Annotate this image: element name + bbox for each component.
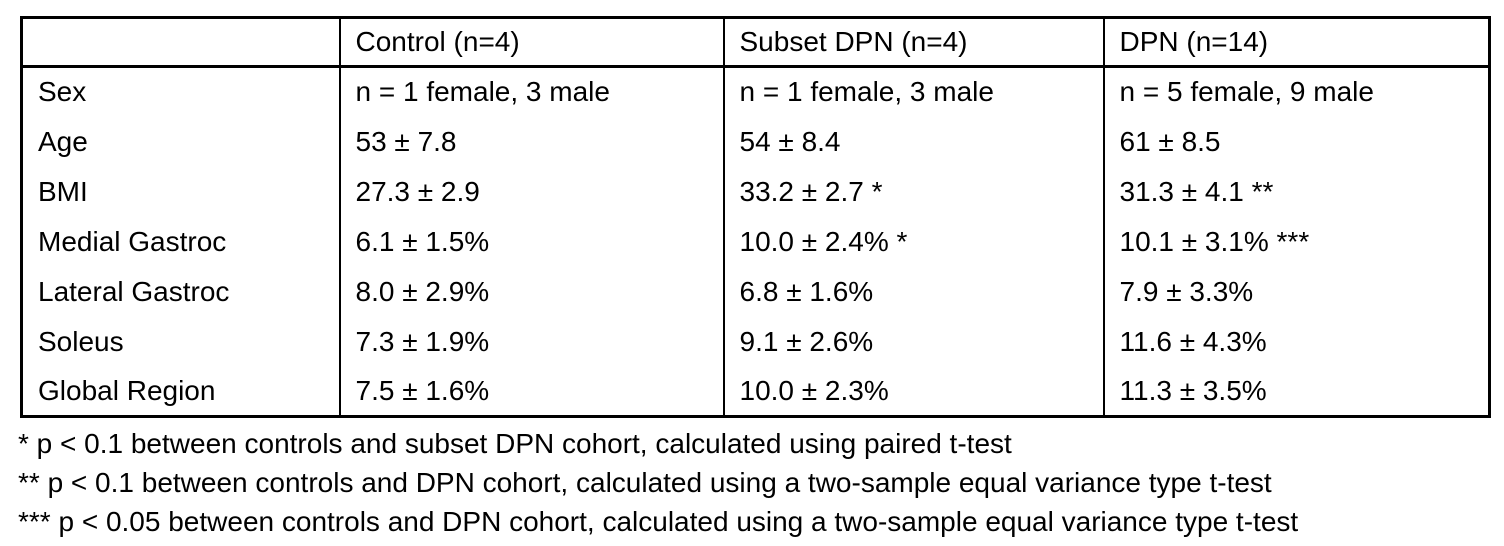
cell-value: 10.1 ± 3.1% ***	[1102, 216, 1490, 267]
cell-value: 6.8 ± 1.6%	[722, 266, 1104, 317]
cell-value: 6.1 ± 1.5%	[338, 216, 724, 267]
header-empty	[21, 17, 340, 68]
cell-value: 10.0 ± 2.4% *	[722, 216, 1104, 267]
cell-value: 7.3 ± 1.9%	[338, 316, 724, 367]
cell-value: 7.9 ± 3.3%	[1102, 266, 1490, 317]
row-label: Age	[38, 125, 88, 157]
table-row-lateral-gastroc: Lateral Gastroc 8.0 ± 2.9% 6.8 ± 1.6% 7.…	[22, 266, 1490, 317]
table-row-sex: Sex n = 1 female, 3 male n = 1 female, 3…	[22, 66, 1490, 117]
header-control: Control (n=4)	[338, 17, 724, 68]
cell-value: 53 ± 7.8	[338, 116, 724, 167]
table-row-age: Age 53 ± 7.8 54 ± 8.4 61 ± 8.5	[22, 116, 1490, 167]
row-label: Medial Gastroc	[38, 225, 227, 257]
cell-value: 8.0 ± 2.9%	[338, 266, 724, 317]
table-row-global-region: Global Region 7.5 ± 1.6% 10.0 ± 2.3% 11.…	[22, 366, 1490, 417]
cell-value: 61 ± 8.5	[1102, 116, 1490, 167]
table-row-bmi: BMI 27.3 ± 2.9 33.2 ± 2.7 * 31.3 ± 4.1 *…	[22, 166, 1490, 217]
cell-value: 10.0 ± 2.3%	[722, 366, 1104, 417]
header-row: Control (n=4) Subset DPN (n=4) DPN (n=14…	[21, 17, 1490, 68]
cell-value: 33.2 ± 2.7 *	[722, 166, 1104, 217]
cell-value: 31.3 ± 4.1 **	[1102, 166, 1490, 217]
header-subset-dpn: Subset DPN (n=4)	[722, 17, 1104, 68]
row-label: Soleus	[38, 325, 124, 357]
cohort-comparison-table: Control (n=4) Subset DPN (n=4) DPN (n=14…	[20, 16, 1491, 418]
cell-value: n = 5 female, 9 male	[1102, 66, 1490, 117]
table-row-medial-gastroc: Medial Gastroc 6.1 ± 1.5% 10.0 ± 2.4% * …	[22, 216, 1490, 267]
table-row-soleus: Soleus 7.3 ± 1.9% 9.1 ± 2.6% 11.6 ± 4.3%	[22, 316, 1490, 367]
footnote-triple-asterisk: *** p < 0.05 between controls and DPN co…	[18, 506, 1299, 537]
footnote-double-asterisk: ** p < 0.1 between controls and DPN coho…	[18, 467, 1272, 498]
row-label: BMI	[38, 175, 88, 207]
footnote-single-asterisk: * p < 0.1 between controls and subset DP…	[18, 428, 1012, 459]
cell-value: 7.5 ± 1.6%	[338, 366, 724, 417]
cell-value: 54 ± 8.4	[722, 116, 1104, 167]
cell-value: 11.6 ± 4.3%	[1102, 316, 1490, 367]
cell-value: n = 1 female, 3 male	[722, 66, 1104, 117]
cell-value: n = 1 female, 3 male	[338, 66, 724, 117]
footnotes-block: * p < 0.1 between controls and subset DP…	[18, 424, 1498, 541]
cell-value: 27.3 ± 2.9	[338, 166, 724, 217]
cell-value: 11.3 ± 3.5%	[1102, 366, 1490, 417]
cell-value: 9.1 ± 2.6%	[722, 316, 1104, 367]
row-label: Global Region	[38, 374, 216, 406]
row-label: Lateral Gastroc	[38, 275, 230, 307]
row-label: Sex	[38, 76, 87, 108]
header-dpn: DPN (n=14)	[1102, 17, 1490, 68]
